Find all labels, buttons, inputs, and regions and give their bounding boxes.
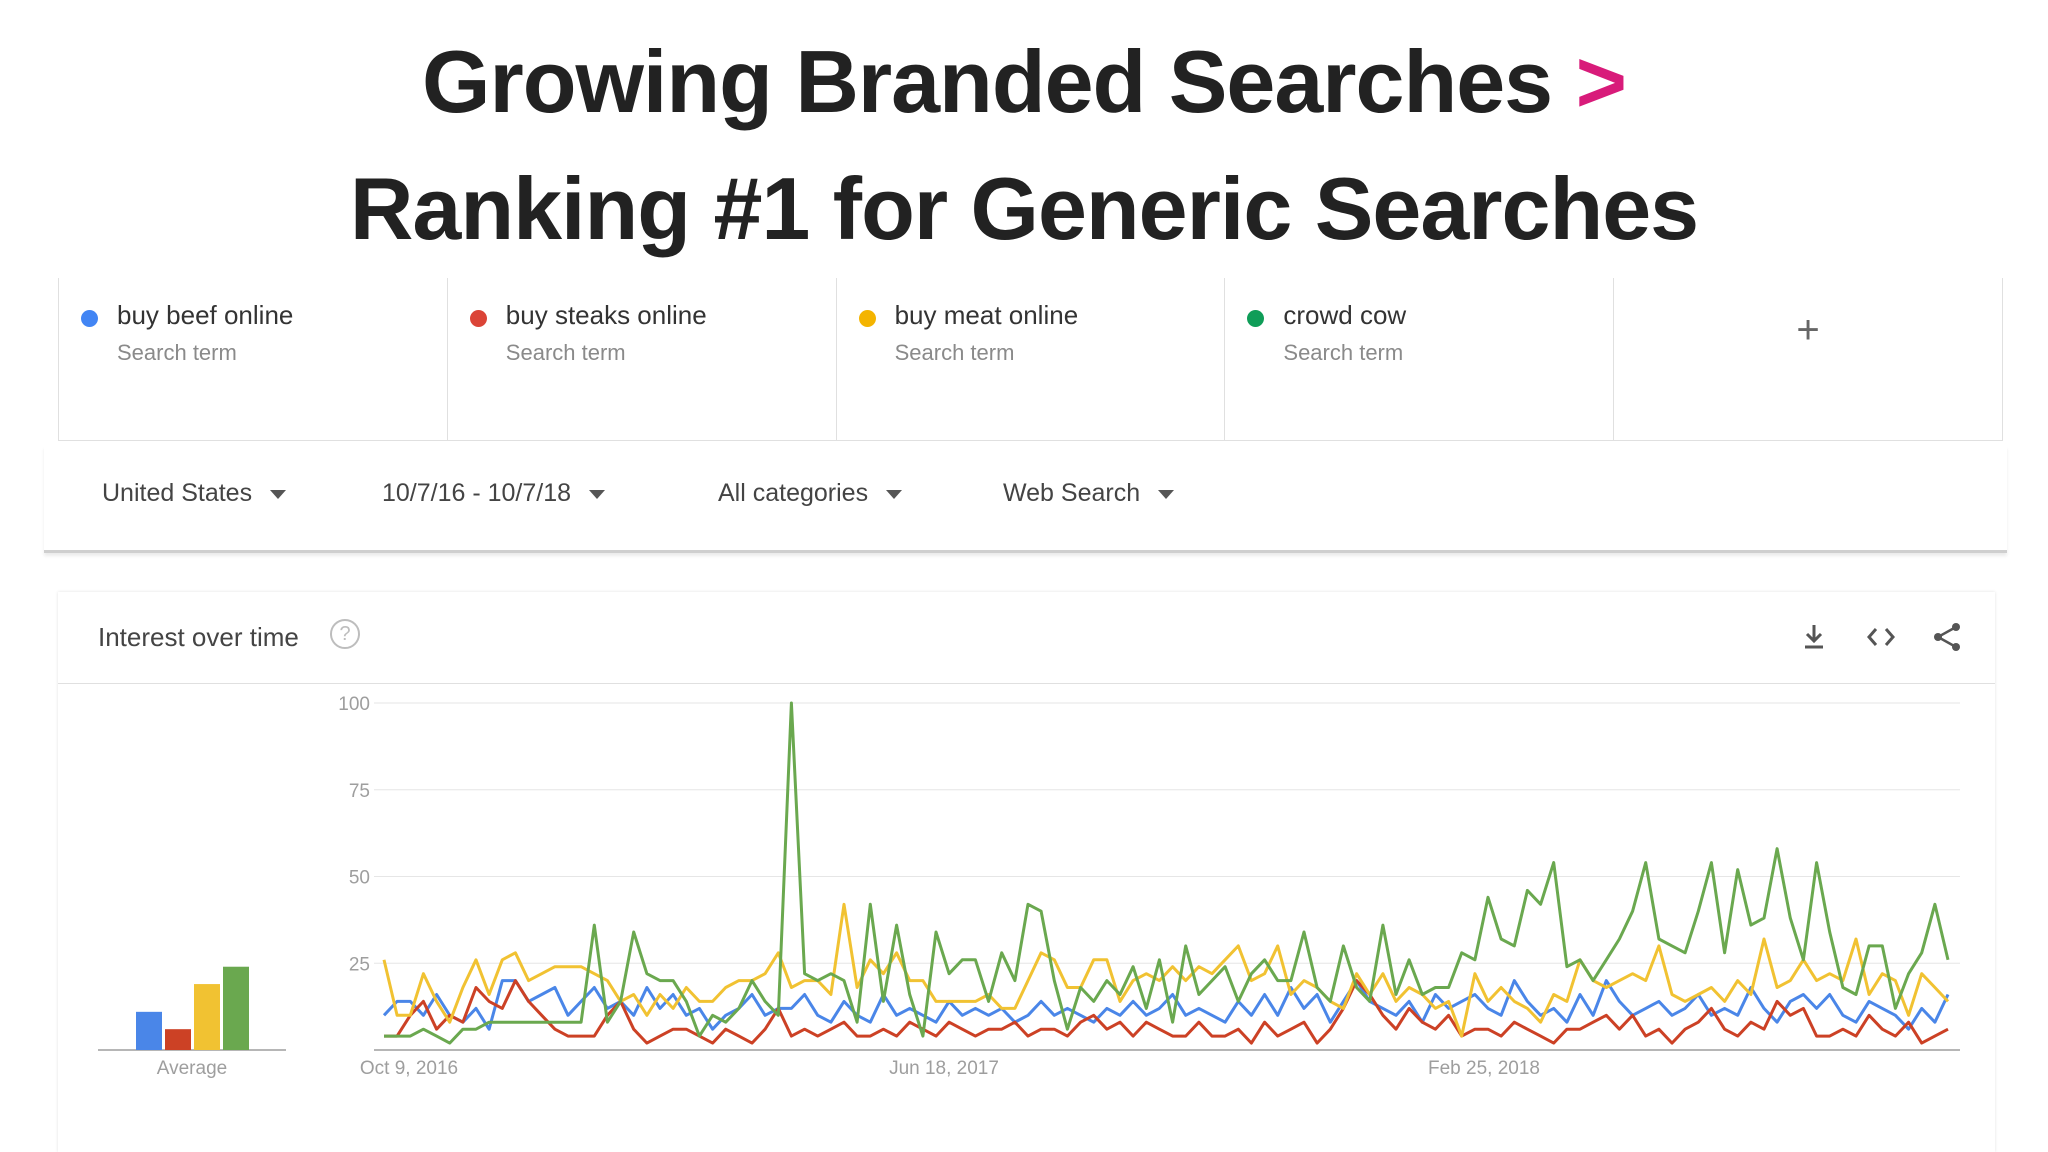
search-term-name: buy beef online [117,300,294,330]
average-bars-group: Average [98,966,286,1079]
region-label: United States [102,479,253,507]
search-term-name: buy steaks online [505,300,707,330]
series-color-dot [81,310,98,327]
search-type-dropdown[interactable]: Web Search [1003,479,1175,508]
series-line-4 [384,701,1950,1045]
category-dropdown[interactable]: All categories [718,479,903,508]
series-color-dot [1247,310,1265,327]
caret-down-icon [270,489,287,499]
caret-down-icon [1158,489,1175,499]
slide-title-line2: Ranking #1 for Generic Searches [349,159,1699,258]
average-bar-2 [165,1029,191,1050]
x-tick-label: Jun 18, 2017 [889,1058,999,1079]
filter-bar: United States 10/7/16 - 10/7/18 All cate… [44,446,2007,553]
series-line-1 [382,979,1950,1031]
average-bar-4 [223,966,249,1050]
interest-over-time-card: Interest over time ? Average 25 50 75 100 O… [58,592,1995,1152]
grid-group: 25 50 75 100 [338,694,1960,1051]
series-color-dot [469,310,487,327]
y-tick-label: 100 [338,694,370,715]
card-title: Interest over time [98,622,299,652]
search-term-card-1[interactable]: buy beef online Search term [58,278,448,440]
search-terms-bar: buy beef online Search term buy steaks o… [58,278,2003,441]
search-term-sub: Search term [1283,340,1404,365]
average-bar-1 [136,1011,162,1050]
category-label: All categories [718,479,869,507]
search-term-card-3[interactable]: buy meat online Search term [837,278,1226,440]
embed-icon[interactable] [1864,620,1898,654]
download-icon[interactable] [1797,620,1831,654]
y-tick-label: 25 [349,954,370,975]
slide-title-line1: Growing Branded Searches > [0,38,2048,126]
series-color-dot [858,310,876,327]
series-line-2 [384,979,1949,1045]
series-lines-group [382,701,1950,1045]
search-term-card-4[interactable]: crowd cow Search term [1225,278,1615,440]
card-header: Interest over time ? [58,592,1995,684]
search-term-name: buy meat online [894,300,1079,330]
average-bar-3 [194,984,220,1050]
greater-than-symbol: > [1575,32,1627,131]
search-term-card-2[interactable]: buy steaks online Search term [448,278,837,440]
search-type-label: Web Search [1003,479,1141,507]
search-term-sub: Search term [505,340,626,365]
interest-chart: Average 25 50 75 100 Oct 9, 2016 Jun 18, 201… [98,694,1960,1079]
caret-down-icon [589,489,606,499]
share-icon[interactable] [1930,620,1964,654]
search-term-sub: Search term [117,340,237,365]
date-range-label: 10/7/16 - 10/7/18 [382,479,572,507]
title-text-1: Growing Branded Searches [422,32,1553,131]
series-line-3 [382,902,1950,1038]
search-term-name: crowd cow [1283,300,1407,330]
x-labels-group: Oct 9, 2016 Jun 18, 2017 Feb 25, 2018 [360,1058,1540,1079]
search-term-sub: Search term [894,340,1015,365]
y-tick-label: 75 [349,781,370,802]
help-icon[interactable]: ? [330,619,360,649]
x-tick-label: Oct 9, 2016 [360,1058,458,1079]
y-tick-label: 50 [349,868,370,889]
caret-down-icon [886,489,903,499]
x-tick-label: Feb 25, 2018 [1428,1058,1540,1079]
region-dropdown[interactable]: United States [102,479,287,508]
add-term-card[interactable]: + [1614,278,2003,440]
date-range-dropdown[interactable]: 10/7/16 - 10/7/18 [382,479,606,508]
plus-icon[interactable]: + [1796,308,1820,352]
average-label: Average [157,1058,227,1079]
